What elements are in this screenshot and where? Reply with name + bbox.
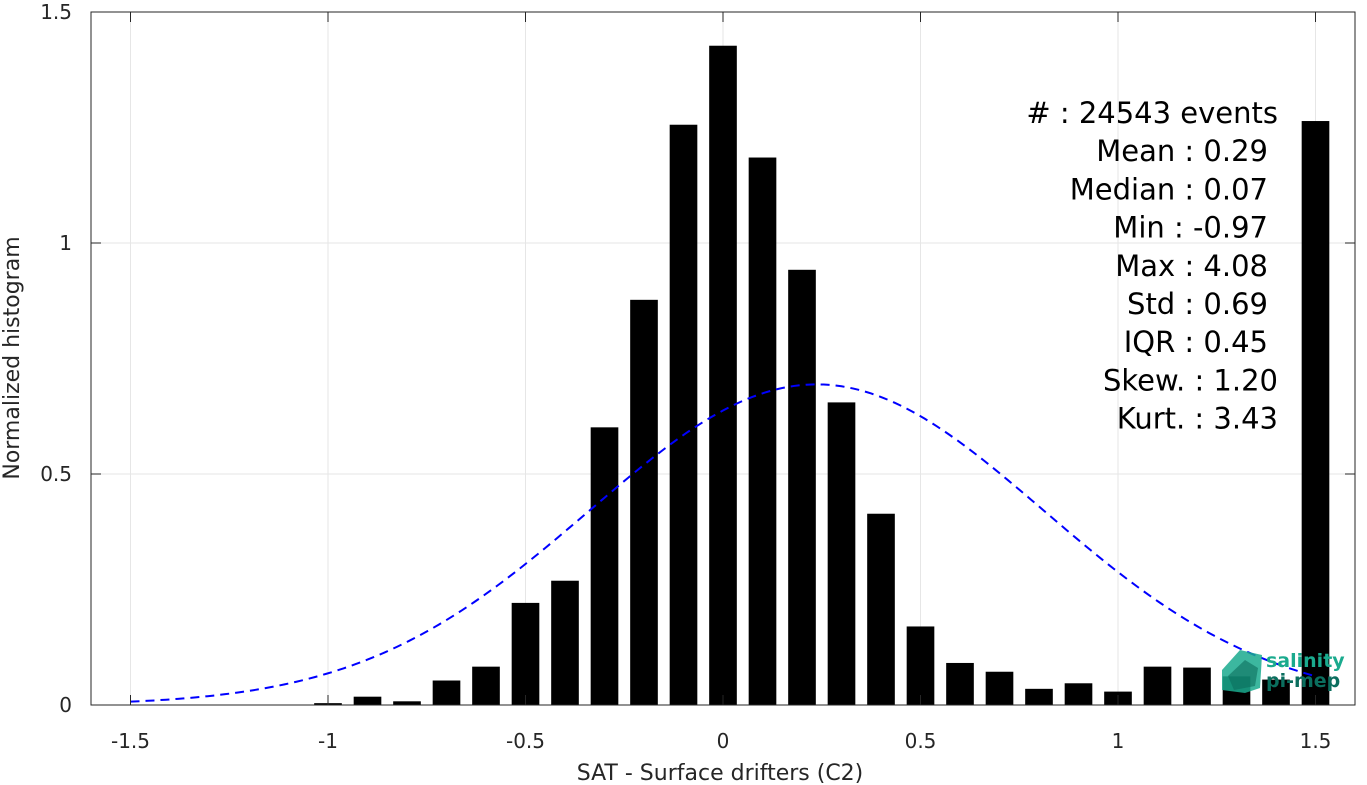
stat-line: Mean : 0.29 bbox=[1096, 134, 1268, 168]
histogram-bar bbox=[551, 580, 579, 705]
logo-line1: salinity bbox=[1266, 650, 1345, 672]
histogram-bar bbox=[669, 124, 698, 705]
x-tick-label: 0.5 bbox=[905, 729, 937, 753]
stat-line: Min : -0.97 bbox=[1113, 211, 1268, 245]
stat-line: Kurt. : 3.43 bbox=[1117, 402, 1278, 436]
histogram-bar bbox=[709, 45, 737, 705]
histogram-bar bbox=[1143, 666, 1172, 705]
histogram-bar bbox=[827, 402, 856, 705]
histogram-bar bbox=[511, 602, 540, 705]
histogram-bar bbox=[1262, 679, 1290, 705]
axis-ticks bbox=[91, 11, 1355, 706]
histogram-bar bbox=[1183, 667, 1211, 705]
histogram-bar bbox=[748, 157, 777, 705]
stat-line: Median : 0.07 bbox=[1070, 172, 1268, 206]
histogram-bar bbox=[353, 696, 382, 705]
histogram-bar bbox=[985, 671, 1014, 705]
y-tick-label: 1 bbox=[59, 231, 72, 255]
x-tick-label: 0 bbox=[717, 729, 730, 753]
histogram-bar bbox=[946, 662, 974, 705]
histogram-bar bbox=[472, 666, 500, 705]
stat-line: IQR : 0.45 bbox=[1124, 325, 1268, 359]
x-axis-label: SAT - Surface drifters (C2) bbox=[577, 761, 864, 785]
stat-line: Skew. : 1.20 bbox=[1103, 363, 1278, 397]
stat-line: Max : 4.08 bbox=[1115, 249, 1268, 283]
histogram-bar bbox=[630, 299, 658, 705]
logo-line2: pi-mep bbox=[1266, 670, 1340, 692]
x-tick-label: 1 bbox=[1112, 729, 1125, 753]
histogram-bar bbox=[867, 513, 895, 705]
y-tick-label: 0.5 bbox=[40, 462, 72, 486]
stat-line: # : 24543 events bbox=[1026, 96, 1278, 130]
histogram-bars bbox=[314, 45, 1330, 706]
x-tick-label: -0.5 bbox=[506, 729, 545, 753]
histogram-bar bbox=[1064, 683, 1093, 705]
histogram-bar bbox=[590, 427, 619, 705]
x-tick-label: 1.5 bbox=[1300, 729, 1332, 753]
x-tick-labels: -1.5 -1 -0.5 0 0.5 1 1.5 bbox=[111, 729, 1331, 753]
salinity-pi-mep-logo: salinity pi-mep bbox=[1222, 650, 1345, 693]
y-tick-label: 0 bbox=[59, 693, 72, 717]
histogram-bar bbox=[788, 269, 816, 705]
histogram-bar bbox=[1301, 121, 1330, 706]
x-tick-label: -1 bbox=[318, 729, 338, 753]
x-tick-label: -1.5 bbox=[111, 729, 150, 753]
y-tick-labels: 0 0.5 1 1.5 bbox=[40, 0, 72, 717]
stat-line: Std : 0.69 bbox=[1127, 287, 1268, 321]
y-axis-label: Normalized histogram bbox=[0, 236, 25, 479]
histogram-bar bbox=[432, 680, 461, 705]
statistics-box: # : 24543 events Mean : 0.29 Median : 0.07… bbox=[1026, 96, 1278, 436]
histogram-bar bbox=[1025, 688, 1053, 705]
histogram-bar bbox=[393, 701, 421, 705]
y-tick-label: 1.5 bbox=[40, 0, 72, 24]
histogram-bar bbox=[906, 626, 935, 705]
gaussian-fit-curve bbox=[130, 383, 1316, 703]
